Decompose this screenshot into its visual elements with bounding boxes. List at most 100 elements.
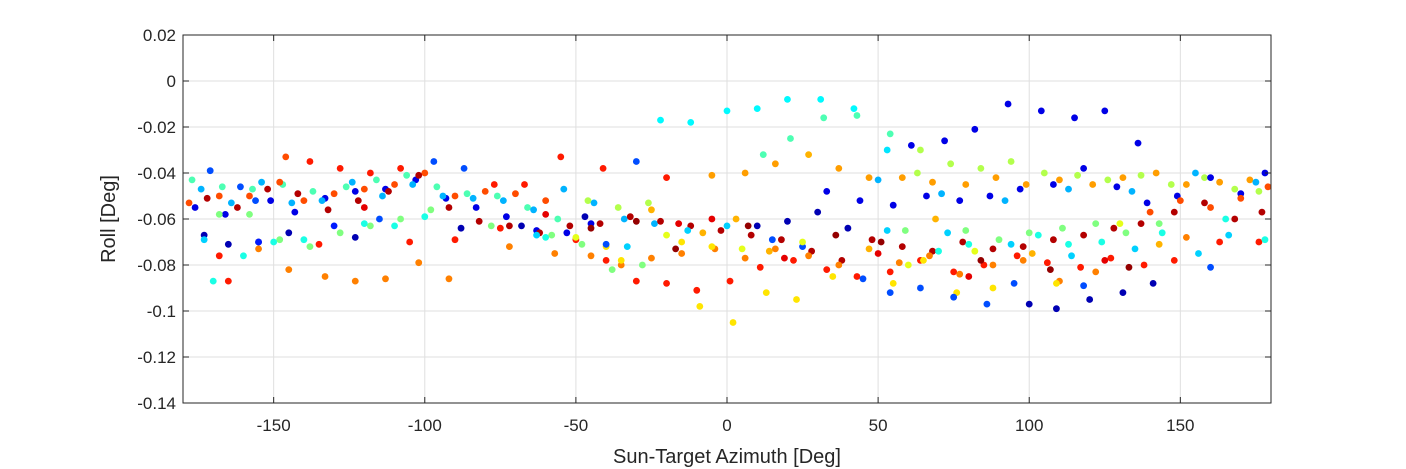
data-point <box>738 245 746 253</box>
data-point <box>959 238 967 246</box>
data-point <box>877 238 885 246</box>
data-point <box>989 245 997 253</box>
data-point <box>744 222 752 230</box>
data-point <box>1182 234 1190 241</box>
data-point <box>1125 263 1133 271</box>
data-point <box>285 266 293 273</box>
data-point <box>850 105 858 112</box>
data-point <box>351 234 359 241</box>
data-point <box>1056 176 1063 184</box>
y-tick-label: -0.08 <box>137 256 176 275</box>
data-point <box>560 185 568 193</box>
data-point <box>234 204 241 211</box>
data-point <box>1053 305 1060 313</box>
data-point <box>992 174 1000 182</box>
data-point <box>684 227 692 234</box>
data-point <box>249 185 256 193</box>
data-point <box>267 197 275 205</box>
data-point <box>971 125 979 133</box>
data-point <box>191 204 199 211</box>
data-point <box>578 240 586 248</box>
x-tick-label: 150 <box>1166 416 1194 435</box>
data-point <box>557 153 565 161</box>
data-point <box>1007 158 1015 165</box>
data-point <box>237 183 244 191</box>
data-point <box>1246 176 1254 184</box>
data-point <box>723 222 731 230</box>
data-point <box>617 257 625 264</box>
data-point <box>373 176 380 184</box>
data-point <box>1207 263 1214 271</box>
data-point <box>427 206 435 214</box>
data-point <box>926 252 933 260</box>
data-point <box>512 190 519 198</box>
data-point <box>726 277 734 285</box>
data-point <box>1143 199 1151 207</box>
data-point <box>581 213 589 221</box>
data-point <box>768 236 776 244</box>
data-point <box>1237 194 1245 202</box>
data-point <box>1192 169 1199 177</box>
data-point <box>197 185 205 193</box>
data-point <box>336 229 344 237</box>
data-point <box>965 273 973 280</box>
data-point <box>956 270 964 278</box>
data-point <box>950 293 958 301</box>
data-point <box>376 215 383 223</box>
data-point <box>920 257 927 264</box>
data-point <box>765 247 773 255</box>
data-point <box>542 234 550 241</box>
data-point <box>385 188 392 195</box>
data-point <box>1068 252 1075 260</box>
data-point <box>521 181 528 188</box>
data-point <box>790 257 797 264</box>
data-point <box>1077 263 1084 271</box>
data-point <box>708 171 716 179</box>
data-point <box>306 158 314 165</box>
data-point <box>294 190 302 198</box>
data-point <box>874 176 882 184</box>
data-point <box>1034 231 1042 239</box>
data-point <box>300 236 308 244</box>
data-point <box>971 247 979 255</box>
data-point <box>391 181 398 188</box>
y-tick-label: -0.1 <box>147 302 176 321</box>
data-point <box>965 240 973 248</box>
y-tick-label: -0.04 <box>137 164 176 183</box>
data-point <box>1158 229 1166 237</box>
data-point <box>276 178 284 186</box>
data-point <box>1167 181 1175 188</box>
data-point <box>645 199 652 207</box>
data-point <box>309 188 317 195</box>
data-point <box>771 160 779 168</box>
data-point <box>886 289 894 296</box>
data-point <box>1022 181 1030 188</box>
data-point <box>696 303 704 310</box>
data-point <box>406 238 414 246</box>
data-point <box>1104 176 1112 184</box>
data-point <box>962 227 970 234</box>
y-tick-label: -0.12 <box>137 348 176 367</box>
data-point <box>288 199 296 207</box>
data-point <box>240 252 247 260</box>
x-tick-label: 0 <box>722 416 731 435</box>
data-point <box>632 158 640 165</box>
data-point <box>678 238 686 246</box>
data-point <box>457 224 465 232</box>
data-point <box>409 181 417 188</box>
data-point <box>354 197 362 205</box>
data-point <box>602 257 610 264</box>
data-point <box>496 224 504 232</box>
data-point <box>663 174 670 182</box>
data-point <box>1222 215 1230 223</box>
data-point <box>778 236 785 244</box>
data-point <box>366 222 374 230</box>
data-point <box>255 238 262 246</box>
data-point <box>1128 188 1136 195</box>
data-point <box>1004 100 1012 108</box>
data-point <box>215 192 223 200</box>
data-point <box>883 146 891 154</box>
data-point <box>886 268 894 276</box>
data-point <box>524 204 531 211</box>
data-point <box>415 171 423 179</box>
